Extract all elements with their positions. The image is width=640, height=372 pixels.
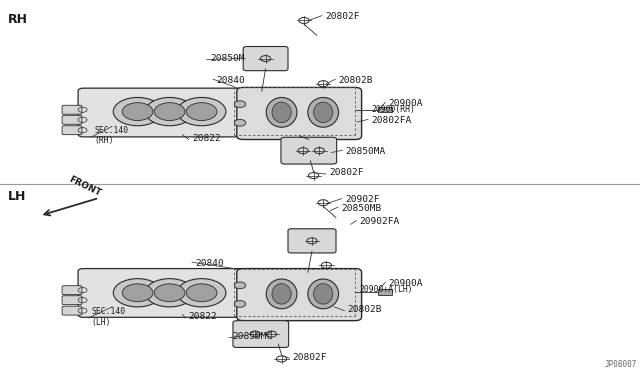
Text: 20900A: 20900A xyxy=(388,99,423,108)
FancyBboxPatch shape xyxy=(78,88,268,137)
Circle shape xyxy=(113,279,162,307)
Text: 20802FA: 20802FA xyxy=(371,116,412,125)
FancyBboxPatch shape xyxy=(288,229,336,253)
Text: 20900A: 20900A xyxy=(388,279,423,288)
Ellipse shape xyxy=(314,283,333,304)
Circle shape xyxy=(234,282,246,289)
Text: 20902FA: 20902FA xyxy=(360,217,400,226)
FancyBboxPatch shape xyxy=(62,306,82,315)
Circle shape xyxy=(186,103,217,121)
FancyBboxPatch shape xyxy=(62,286,82,295)
Text: 20802F: 20802F xyxy=(329,169,364,177)
Bar xyxy=(378,107,392,112)
Ellipse shape xyxy=(266,97,297,127)
Circle shape xyxy=(177,97,226,126)
Text: 20850M: 20850M xyxy=(210,54,244,63)
Circle shape xyxy=(154,103,185,121)
FancyBboxPatch shape xyxy=(78,269,268,317)
FancyBboxPatch shape xyxy=(62,126,82,135)
Text: 20840: 20840 xyxy=(195,259,224,268)
Ellipse shape xyxy=(308,279,339,309)
Circle shape xyxy=(234,119,246,126)
Text: 20850MA: 20850MA xyxy=(346,147,386,156)
Circle shape xyxy=(234,101,246,108)
Text: 20802F: 20802F xyxy=(292,353,327,362)
Text: 20902F: 20902F xyxy=(345,195,380,204)
Text: 20802F: 20802F xyxy=(325,12,360,21)
Text: 20850MB: 20850MB xyxy=(341,204,381,213)
Text: 20822: 20822 xyxy=(189,312,218,321)
Text: SEC.140
(RH): SEC.140 (RH) xyxy=(95,126,129,145)
Text: 20822: 20822 xyxy=(192,134,221,143)
Circle shape xyxy=(145,97,194,126)
Circle shape xyxy=(234,301,246,307)
FancyBboxPatch shape xyxy=(62,296,82,305)
FancyBboxPatch shape xyxy=(237,269,362,321)
Text: 20850MC: 20850MC xyxy=(232,332,273,341)
FancyBboxPatch shape xyxy=(62,105,82,114)
Circle shape xyxy=(122,103,153,121)
Text: LH: LH xyxy=(8,190,26,203)
Text: JP08007: JP08007 xyxy=(604,360,637,369)
FancyBboxPatch shape xyxy=(237,87,362,140)
FancyBboxPatch shape xyxy=(233,321,289,347)
Circle shape xyxy=(154,284,185,302)
Text: 20840: 20840 xyxy=(216,76,245,85)
Text: 20900+A(LH): 20900+A(LH) xyxy=(360,285,413,294)
Circle shape xyxy=(145,279,194,307)
Text: SEC.140
(LH): SEC.140 (LH) xyxy=(92,307,125,327)
Ellipse shape xyxy=(314,102,333,122)
Ellipse shape xyxy=(272,102,291,122)
Circle shape xyxy=(122,284,153,302)
Ellipse shape xyxy=(308,97,339,127)
Circle shape xyxy=(113,97,162,126)
Bar xyxy=(378,289,392,295)
Text: FRONT: FRONT xyxy=(67,174,102,198)
FancyBboxPatch shape xyxy=(281,137,337,164)
FancyBboxPatch shape xyxy=(243,46,288,71)
Ellipse shape xyxy=(272,283,291,304)
Text: 20900(RH): 20900(RH) xyxy=(371,105,415,114)
Ellipse shape xyxy=(266,279,297,309)
Circle shape xyxy=(177,279,226,307)
Text: RH: RH xyxy=(8,13,28,26)
Text: 20802B: 20802B xyxy=(348,305,382,314)
FancyBboxPatch shape xyxy=(62,115,82,124)
Text: 20802B: 20802B xyxy=(339,76,373,85)
Circle shape xyxy=(186,284,217,302)
